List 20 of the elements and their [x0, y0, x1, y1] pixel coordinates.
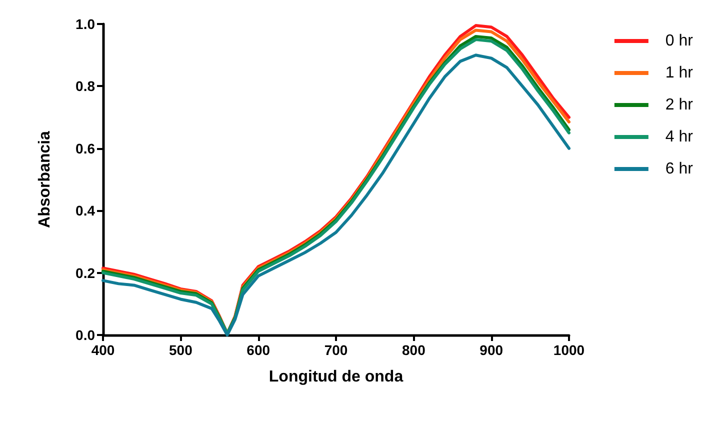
legend-label: 0 hr — [665, 32, 694, 50]
y-tick-label: 1.0 — [76, 16, 96, 32]
x-tick-label: 1000 — [553, 342, 585, 358]
y-tick-label: 0.6 — [76, 140, 96, 156]
x-tick-label: 600 — [246, 342, 270, 358]
x-tick-label: 700 — [324, 342, 348, 358]
y-tick-label: 0.4 — [76, 202, 96, 219]
x-tick-label: 800 — [402, 342, 426, 358]
legend-label: 1 hr — [665, 64, 694, 82]
x-tick-label: 400 — [91, 342, 115, 358]
legend-label: 6 hr — [665, 160, 694, 178]
legend-label: 4 hr — [665, 128, 694, 146]
y-tick-label: 0.8 — [76, 78, 96, 94]
x-axis-title: Longitud de onda — [268, 368, 404, 386]
y-axis-title: Absorbancia — [36, 130, 54, 228]
x-tick-label: 900 — [480, 342, 504, 358]
y-tick-label: 0.0 — [76, 327, 96, 343]
legend-label: 2 hr — [665, 96, 694, 114]
x-tick-label: 500 — [168, 342, 193, 358]
y-tick-label: 0.2 — [76, 264, 96, 281]
